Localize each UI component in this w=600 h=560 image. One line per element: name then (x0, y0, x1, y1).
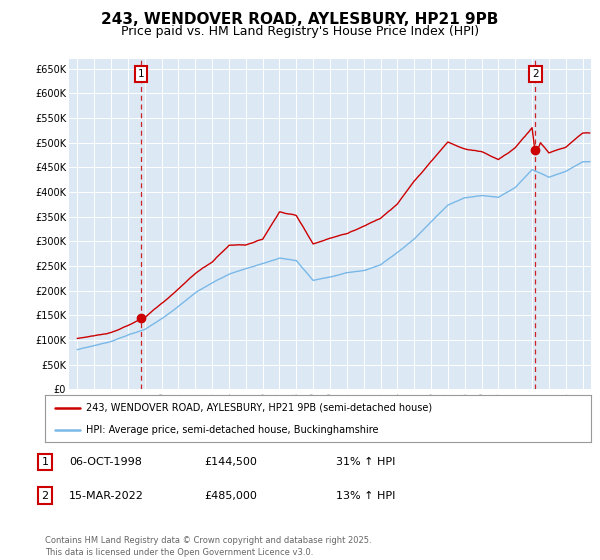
Text: 1: 1 (41, 457, 49, 467)
Text: £485,000: £485,000 (204, 491, 257, 501)
Text: 1: 1 (137, 69, 144, 78)
Text: 13% ↑ HPI: 13% ↑ HPI (336, 491, 395, 501)
Text: 06-OCT-1998: 06-OCT-1998 (69, 457, 142, 467)
Text: 15-MAR-2022: 15-MAR-2022 (69, 491, 144, 501)
Text: 2: 2 (532, 69, 539, 78)
Text: 243, WENDOVER ROAD, AYLESBURY, HP21 9PB: 243, WENDOVER ROAD, AYLESBURY, HP21 9PB (101, 12, 499, 27)
Text: 243, WENDOVER ROAD, AYLESBURY, HP21 9PB (semi-detached house): 243, WENDOVER ROAD, AYLESBURY, HP21 9PB … (86, 403, 432, 413)
Text: £144,500: £144,500 (204, 457, 257, 467)
Text: Contains HM Land Registry data © Crown copyright and database right 2025.
This d: Contains HM Land Registry data © Crown c… (45, 536, 371, 557)
Text: 31% ↑ HPI: 31% ↑ HPI (336, 457, 395, 467)
Text: Price paid vs. HM Land Registry's House Price Index (HPI): Price paid vs. HM Land Registry's House … (121, 25, 479, 38)
Text: 2: 2 (41, 491, 49, 501)
Text: HPI: Average price, semi-detached house, Buckinghamshire: HPI: Average price, semi-detached house,… (86, 424, 379, 435)
